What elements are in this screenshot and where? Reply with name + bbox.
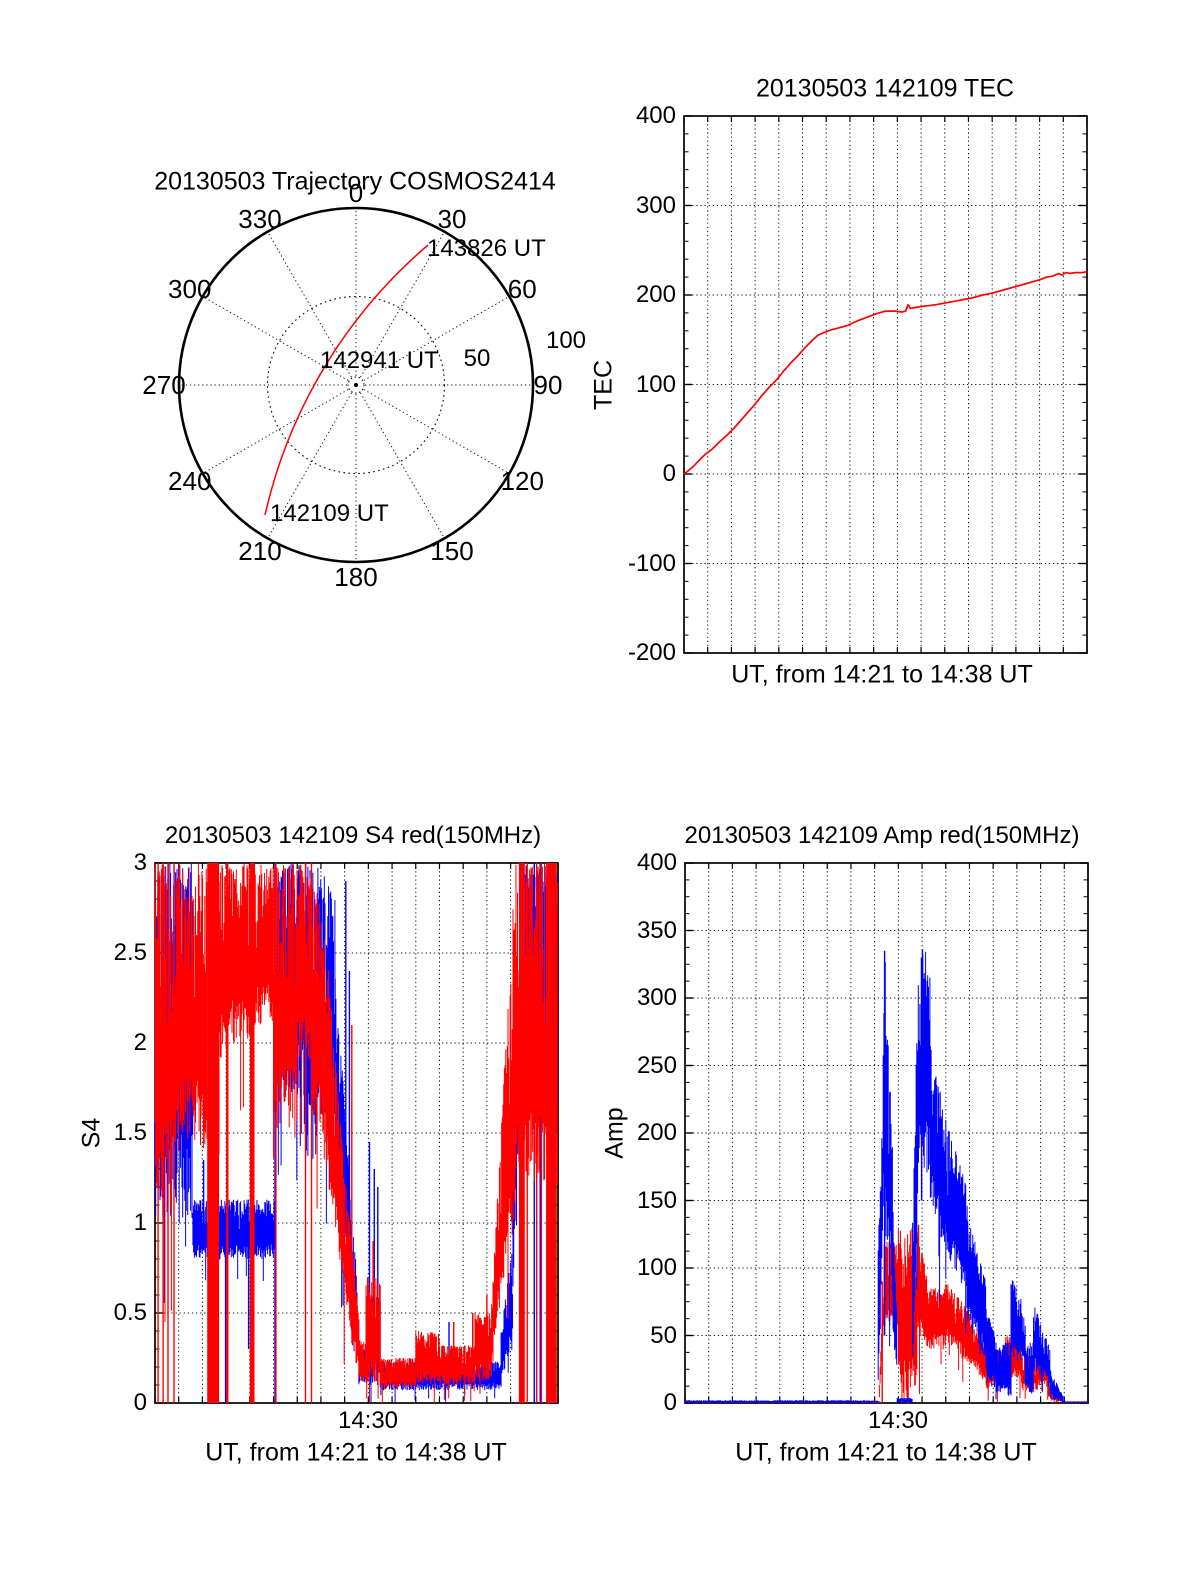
polar-azimuth-label-270: 270 (142, 370, 186, 400)
polar-azimuth-label-90: 90 (533, 370, 563, 400)
s4-red-150MHz-block (207, 863, 220, 1403)
s4-ytick-label-0.5: 0.5 (113, 1299, 147, 1326)
tec-ytick-label-200: 200 (635, 281, 676, 308)
amp-x-axis-label: UT, from 14:21 to 14:38 UT (735, 1438, 1037, 1467)
s4-ytick-label-1: 1 (133, 1209, 147, 1236)
s4-x-tick-label: 14:30 (337, 1407, 399, 1434)
amp-ytick-label-400: 400 (636, 849, 677, 876)
amp-ytick-label-200: 200 (636, 1119, 677, 1146)
amp-red-150MHz-spikes (881, 1224, 920, 1403)
polar-azimuth-label-240: 240 (168, 466, 212, 496)
polar-azimuth-label-30: 30 (437, 203, 467, 234)
tec-axes-border (683, 115, 1088, 654)
polar-radial-label-100: 100 (545, 327, 587, 354)
s4-ytick-label-2.5: 2.5 (113, 939, 147, 966)
polar-azimuth-label-150: 150 (430, 536, 474, 567)
s4-chart-title: 20130503 142109 S4 red(150MHz) (164, 822, 542, 849)
amp-y-axis-label: Amp (600, 1107, 629, 1159)
polar-spoke-60 (363, 296, 510, 381)
tec-ytick-label-100: 100 (635, 370, 676, 398)
s4-ytick-label-3: 3 (133, 849, 147, 876)
amp-ytick-label-0: 0 (663, 1389, 677, 1416)
polar-ring-0 (266, 295, 446, 475)
tec-chart-title: 20130503 142109 TEC (755, 74, 1015, 103)
amp-blue-frequency-noise (684, 951, 1088, 1403)
amp-ytick-label-100: 100 (636, 1254, 677, 1281)
polar-spoke-150 (360, 392, 445, 539)
polar-azimuth-label-300: 300 (168, 274, 212, 304)
s4-red-150MHz-block (518, 863, 525, 1403)
s4-ytick-label-0: 0 (133, 1389, 147, 1416)
s4-red-150MHz-block (546, 863, 557, 1403)
polar-spoke-300 (202, 296, 349, 381)
polar-spoke-330 (267, 231, 352, 378)
s4-red-150MHz-spikes (157, 863, 543, 1403)
amp-x-tick-label: 14:30 (867, 1407, 929, 1434)
tec-ytick-label--200: -200 (627, 639, 676, 666)
amp-axes-border (684, 862, 1089, 1404)
amp-blue-frequency-spikes (883, 949, 924, 1336)
amp-ytick-label-350: 350 (636, 916, 677, 944)
s4-ytick-label-2: 2 (133, 1029, 147, 1056)
tec-y-axis-label: TEC (589, 360, 618, 410)
s4-red-150MHz-block (249, 863, 255, 1403)
polar-spoke-240 (202, 389, 349, 474)
s4-y-axis-label: S4 (77, 1117, 106, 1149)
amp-ytick-label-150: 150 (636, 1186, 677, 1214)
polar-azimuth-label-330: 330 (238, 203, 282, 234)
satellite-trajectory-line (264, 244, 429, 516)
trajectory-mid-time-label: 142941 UT (320, 347, 439, 374)
polar-center-dot (354, 383, 358, 387)
polar-outer-circle (177, 206, 535, 564)
polar-center-ring (347, 376, 365, 394)
polar-radial-label-50: 50 (463, 345, 491, 372)
polar-spoke-30 (360, 231, 445, 378)
amp-ytick-label-50: 50 (650, 1321, 677, 1349)
tec-curve (683, 270, 1088, 475)
polar-spoke-120 (363, 389, 510, 474)
polar-spoke-210 (267, 392, 352, 539)
tec-ytick-label-300: 300 (635, 191, 676, 219)
tec-ytick-label-0: 0 (662, 460, 676, 487)
amp-ytick-label-300: 300 (636, 984, 677, 1011)
tec-ytick-label-400: 400 (635, 102, 676, 129)
polar-azimuth-label-0: 0 (348, 178, 364, 208)
amp-ytick-label-250: 250 (636, 1051, 677, 1079)
polar-azimuth-label-60: 60 (507, 274, 537, 304)
s4-ytick-label-1.5: 1.5 (113, 1119, 147, 1146)
tec-ytick-label--100: -100 (627, 549, 676, 577)
polar-azimuth-label-120: 120 (500, 466, 544, 496)
amp-chart-title: 20130503 142109 Amp red(150MHz) (684, 822, 1080, 849)
s4-x-axis-label: UT, from 14:21 to 14:38 UT (205, 1438, 507, 1467)
trajectory-end-time-label: 143826 UT (427, 235, 546, 262)
trajectory-start-time-label: 142109 UT (270, 500, 389, 527)
polar-azimuth-label-180: 180 (334, 562, 378, 592)
polar-chart-title: 20130503 Trajectory COSMOS2414 (154, 167, 556, 196)
polar-azimuth-label-210: 210 (238, 536, 282, 567)
tec-x-axis-label: UT, from 14:21 to 14:38 UT (731, 660, 1033, 689)
s4-red-150MHz-block (226, 863, 229, 1403)
